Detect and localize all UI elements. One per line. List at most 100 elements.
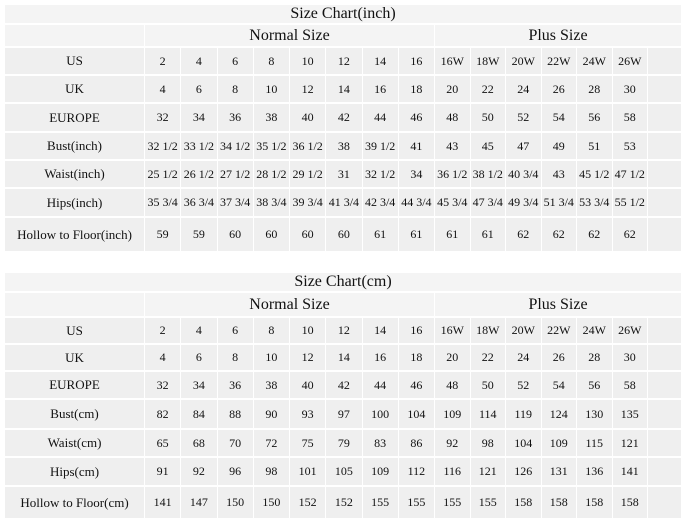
size-cell: 18W (470, 48, 506, 76)
size-cell: 56 (577, 104, 613, 133)
filler-cell (648, 400, 682, 430)
filler-cell (648, 48, 682, 76)
size-cell: 26 1/2 (181, 161, 218, 189)
size-cell: 38 (253, 372, 290, 400)
size-cell: 29 1/2 (290, 161, 327, 189)
size-cell: 14 (362, 48, 399, 76)
size-cell: 4 (181, 48, 218, 76)
size-cell: 43 (435, 133, 471, 161)
size-cell: 100 (362, 400, 399, 430)
size-cell: 28 1/2 (253, 161, 290, 189)
row-label: EUROPE (5, 104, 145, 133)
size-cell: 28 (577, 345, 613, 372)
size-cell: 40 (290, 104, 327, 133)
size-cell: 34 (181, 372, 218, 400)
size-cell: 141 (612, 458, 648, 487)
row-label: EUROPE (5, 372, 145, 400)
size-cell: 158 (541, 487, 577, 520)
size-cell: 20W (506, 48, 542, 76)
size-cell: 16 (362, 76, 399, 104)
size-cell: 88 (217, 400, 254, 430)
size-cell: 53 (612, 133, 648, 161)
size-cell: 150 (253, 487, 290, 520)
size-cell: 70 (217, 430, 254, 458)
size-cell: 59 (181, 218, 218, 253)
size-cell: 68 (181, 430, 218, 458)
size-cell: 41 (398, 133, 435, 161)
size-cell: 60 (217, 218, 254, 253)
row-label: UK (5, 345, 145, 372)
size-cell: 40 (290, 372, 327, 400)
size-cell: 155 (362, 487, 399, 520)
size-cell: 12 (290, 76, 327, 104)
size-cell: 152 (290, 487, 327, 520)
size-cell: 16 (398, 48, 435, 76)
size-cell: 65 (145, 430, 182, 458)
size-cell: 38 3/4 (253, 189, 290, 218)
size-cell: 42 (326, 372, 363, 400)
size-cell: 32 (145, 372, 182, 400)
size-cell: 44 (362, 104, 399, 133)
size-cell: 14 (362, 318, 399, 345)
size-cell: 158 (612, 487, 648, 520)
size-cell: 62 (506, 218, 542, 253)
size-cell: 22 (470, 345, 506, 372)
size-cell: 16W (435, 48, 471, 76)
size-cell: 61 (362, 218, 399, 253)
row-label: Hollow to Floor(cm) (5, 487, 145, 520)
size-cell: 32 1/2 (362, 161, 399, 189)
size-cell: 92 (181, 458, 218, 487)
size-cell: 45 1/2 (577, 161, 613, 189)
size-cell: 38 1/2 (470, 161, 506, 189)
size-cell: 97 (326, 400, 363, 430)
size-cell: 26W (612, 318, 648, 345)
size-cell: 124 (541, 400, 577, 430)
size-cell: 38 (253, 104, 290, 133)
filler-cell (648, 458, 682, 487)
size-cell: 84 (181, 400, 218, 430)
size-cell: 51 3/4 (541, 189, 577, 218)
size-cell: 47 1/2 (612, 161, 648, 189)
size-cell: 18 (398, 345, 435, 372)
size-cell: 43 (541, 161, 577, 189)
size-cell: 8 (217, 345, 254, 372)
size-cell: 14 (326, 345, 363, 372)
size-cell: 6 (217, 318, 254, 345)
size-cell: 98 (253, 458, 290, 487)
size-cell: 4 (145, 76, 182, 104)
size-cell: 46 (398, 104, 435, 133)
size-cell: 20W (506, 318, 542, 345)
size-cell: 72 (253, 430, 290, 458)
row-label: US (5, 318, 145, 345)
size-cell: 26W (612, 48, 648, 76)
row-label: Waist(inch) (5, 161, 145, 189)
size-cell: 2 (145, 318, 182, 345)
size-cell: 44 3/4 (398, 189, 435, 218)
size-cell: 39 1/2 (362, 133, 399, 161)
size-cell: 36 (217, 372, 254, 400)
size-cell: 48 (435, 104, 471, 133)
size-cell: 116 (435, 458, 471, 487)
size-cell: 10 (253, 76, 290, 104)
size-cell: 92 (435, 430, 471, 458)
size-cell: 82 (145, 400, 182, 430)
size-cell: 58 (612, 372, 648, 400)
size-cell: 121 (612, 430, 648, 458)
size-cell: 126 (506, 458, 542, 487)
filler-cell (648, 133, 682, 161)
size-cell: 36 1/2 (435, 161, 471, 189)
size-cell: 135 (612, 400, 648, 430)
group-header: Normal Size (145, 25, 435, 48)
size-cell: 10 (290, 318, 327, 345)
size-cell: 47 3/4 (470, 189, 506, 218)
size-cell: 105 (326, 458, 363, 487)
row-label: Hips(cm) (5, 458, 145, 487)
size-cell: 33 1/2 (181, 133, 218, 161)
size-cell: 12 (326, 48, 363, 76)
size-cell: 109 (362, 458, 399, 487)
size-cell: 36 3/4 (181, 189, 218, 218)
size-cell: 60 (290, 218, 327, 253)
size-cell: 40 3/4 (506, 161, 542, 189)
size-cell: 28 (577, 76, 613, 104)
